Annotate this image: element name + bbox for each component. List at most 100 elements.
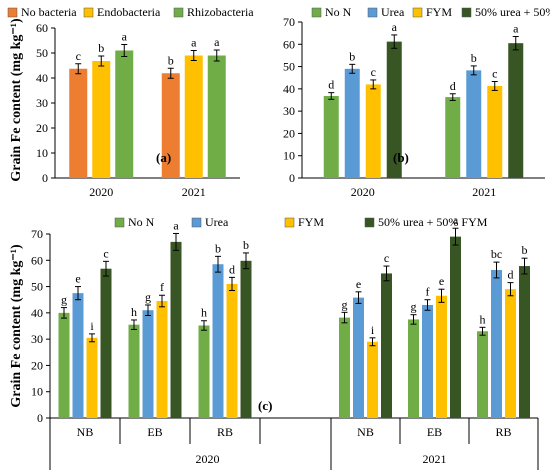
- panel-c-bar: [86, 337, 98, 418]
- panel-b-x-tick-label: 2020: [351, 185, 375, 199]
- panel-c-bar: [226, 283, 238, 418]
- panel-b-significance-letter: c: [371, 65, 376, 79]
- panel-c-chart: No N Urea FYM 50% urea + 50% FYM 0 10 20 30 40 5…: [9, 213, 539, 470]
- panel-b-bar: [445, 97, 461, 178]
- panel-c-significance-letter: b: [215, 241, 221, 255]
- panel-a-legend: No bacteria Endobacteria Rhizobacteria: [7, 5, 254, 19]
- panel-b-x-tick-label: 2021: [472, 185, 496, 199]
- panel-c-significance-letter: c: [384, 251, 389, 265]
- panel-c-bar: [142, 310, 154, 418]
- panel-a-bar: [184, 55, 203, 178]
- panel-a-legend-label: No bacteria: [21, 5, 77, 19]
- panel-c-significance-letter: g: [61, 293, 67, 307]
- panel-a-significance-letter: b: [98, 41, 104, 55]
- panel-a-y-tick-label: 40: [36, 71, 48, 85]
- panel-a-y-tick-label: 50: [36, 46, 48, 60]
- panel-c-bar: [450, 236, 461, 418]
- panel-c-x-tick-label: NB: [77, 425, 94, 439]
- panel-c-y-tick-label: 20: [31, 358, 43, 372]
- panel-c-bar: [198, 325, 210, 418]
- panel-b-bar: [487, 85, 503, 178]
- panel-c-significance-letter: g: [342, 297, 348, 311]
- panel-b-y-tick-label: 50: [283, 60, 295, 74]
- panel-b-legend-label: FYM: [426, 5, 452, 19]
- panel-b-legend-label: 50% urea + 50% FYM: [475, 5, 550, 19]
- panel-c-significance-letter: a: [173, 218, 179, 232]
- panel-c-bar: [491, 270, 502, 418]
- panel-a-legend-swatch: [173, 7, 184, 18]
- panel-a-significance-letter: a: [214, 35, 220, 49]
- panel-c-significance-letter: e: [439, 274, 444, 288]
- panel-b-legend-label: No N: [325, 5, 352, 19]
- panel-a-plot-area: 0 10 20 30 40 50 60 c b a 2020 b a a 2021: [36, 21, 240, 199]
- panel-c-bar: [477, 331, 488, 418]
- panel-c-y-tick-label: 40: [31, 306, 43, 320]
- panel-a-chart: No bacteria Endobacteria Rhizobacteria 0 10…: [7, 5, 254, 199]
- panel-c-year-label: 2020: [196, 452, 220, 466]
- panel-c-bar: [212, 264, 224, 418]
- panel-b-y-tick-label: 70: [283, 15, 295, 29]
- panel-a-significance-letter: c: [76, 49, 81, 63]
- panel-c-significance-letter: h: [480, 312, 486, 326]
- panel-c-significance-letter: d: [508, 268, 514, 282]
- panel-a-y-tick-label: 20: [36, 121, 48, 135]
- panel-c-x-tick-label: NB: [357, 425, 374, 439]
- panel-c-significance-letter: f: [160, 280, 164, 294]
- panel-c-legend-swatch: [114, 217, 125, 228]
- panel-b-y-tick-label: 0: [289, 171, 295, 185]
- panel-a-x-tick-label: 2020: [89, 185, 113, 199]
- panel-a-bar: [207, 55, 226, 178]
- panel-c-significance-letter: b: [243, 238, 249, 252]
- panel-a-significance-letter: a: [191, 36, 197, 50]
- panel-b-bar: [344, 68, 360, 178]
- panel-a-legend-swatch: [83, 7, 94, 18]
- panel-c-y-axis-label: Grain Fe content (mg kg⁻¹): [9, 244, 24, 408]
- panel-b-significance-letter: d: [450, 79, 456, 93]
- panel-c-significance-letter: a: [453, 213, 459, 227]
- panel-b-bar: [466, 70, 482, 178]
- panel-a-bar: [115, 50, 134, 178]
- panel-b-bar: [323, 95, 339, 178]
- panel-b-bar: [508, 43, 524, 178]
- panel-a-significance-letter: a: [122, 30, 128, 44]
- panel-b-significance-letter: b: [471, 51, 477, 65]
- panel-b-legend-swatch: [461, 7, 472, 18]
- panel-b-significance-letter: b: [349, 49, 355, 63]
- panel-b-label: (b): [393, 150, 409, 165]
- panel-a-label: (a): [156, 150, 171, 165]
- panel-c-legend-label: No N: [128, 215, 155, 229]
- panel-c-x-tick-label: EB: [427, 425, 442, 439]
- panel-a-legend-label: Endobacteria: [97, 5, 161, 19]
- panel-c-x-tick-label: RB: [217, 425, 233, 439]
- panel-c-legend-swatch: [191, 217, 202, 228]
- panel-c-bar: [170, 241, 182, 418]
- panel-b-legend-label: Urea: [381, 5, 405, 19]
- panel-c-y-tick-label: 70: [31, 227, 43, 241]
- panel-a-x-tick-label: 2021: [182, 185, 206, 199]
- panel-c-bar: [367, 341, 378, 418]
- panel-c-significance-letter: d: [229, 262, 235, 276]
- panel-c-plot-area: 010203040506070geicNBhgfaEBhbdbRB2020gei…: [31, 213, 539, 470]
- panel-c-significance-letter: b: [522, 243, 528, 257]
- panel-c-significance-letter: bc: [491, 247, 502, 261]
- panel-c-significance-letter: e: [75, 272, 80, 286]
- panel-a-y-tick-label: 10: [36, 146, 48, 160]
- panel-b-legend: No N Urea FYM 50% urea + 50% FYM: [311, 5, 550, 19]
- panel-a-bar: [69, 68, 88, 178]
- panel-c-bar: [72, 293, 84, 418]
- panel-c-significance-letter: e: [356, 277, 361, 291]
- panel-c-y-tick-label: 10: [31, 385, 43, 399]
- panel-c-legend-label: Urea: [205, 215, 229, 229]
- panel-a-bar: [161, 73, 180, 178]
- panel-c-year-label: 2021: [423, 452, 447, 466]
- panel-b-y-tick-label: 30: [283, 104, 295, 118]
- panel-c-significance-letter: g: [145, 290, 151, 304]
- panel-c-legend-label: FYM: [298, 215, 324, 229]
- panel-c-significance-letter: h: [131, 305, 137, 319]
- panel-b-significance-letter: c: [492, 67, 497, 81]
- panel-b-legend-swatch: [367, 7, 378, 18]
- panel-c-bar: [339, 317, 350, 418]
- panel-a-bar: [92, 61, 111, 178]
- panel-b-y-tick-label: 60: [283, 37, 295, 51]
